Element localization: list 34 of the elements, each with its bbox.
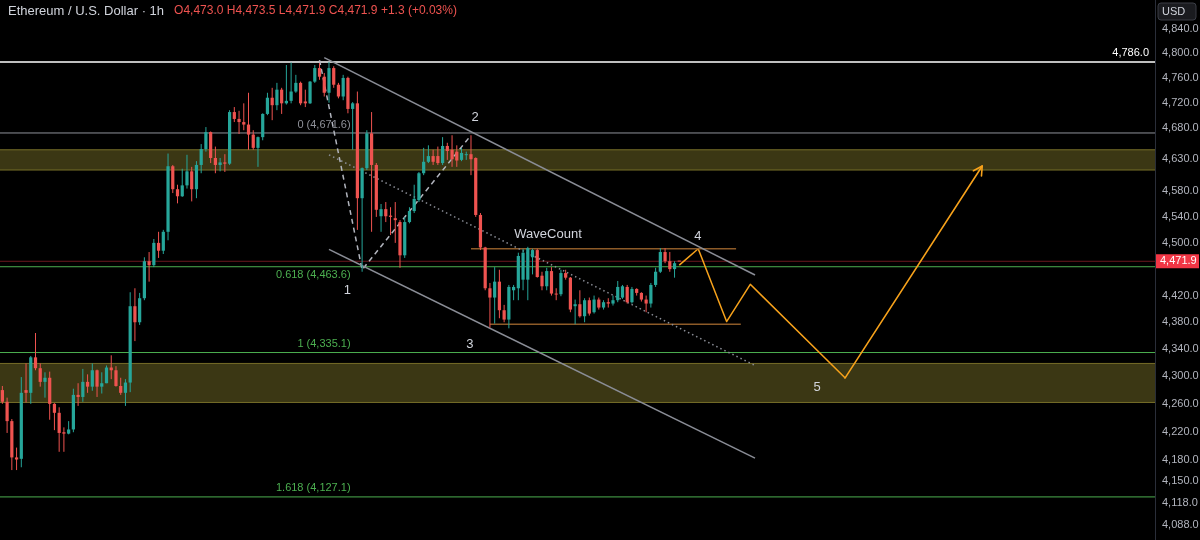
y-tick-label: 4,760.0 [1162,70,1199,83]
y-tick-label: 4,630.0 [1162,152,1199,165]
annotation: 2 [471,108,479,124]
y-tick-label: 4,500.0 [1162,235,1199,248]
annotation: 1 [343,282,351,298]
annotation: 4 [694,227,702,243]
y-tick-label: 4,840.0 [1162,22,1199,35]
y-tick-label: 4,680.0 [1162,120,1199,133]
annotation: 5 [813,378,821,394]
y-tick-label: 4,420.0 [1162,288,1199,301]
ref-line-label: 1 (4,335.1) [297,337,351,350]
ref-line-label: 0 (4,671.6) [297,117,351,130]
chart-title: Ethereum / U.S. Dollar · 1h [8,2,165,18]
y-tick-label: 4,720.0 [1162,95,1199,108]
y-tick-label: 4,340.0 [1162,342,1199,355]
y-tick-label: 4,300.0 [1162,369,1199,382]
y-tick-label: 4,580.0 [1162,184,1199,197]
y-tick-label: 4,260.0 [1162,396,1199,409]
annotation: WaveCount [514,225,583,241]
ref-line-label: 1.618 (4,127.1) [275,481,351,494]
y-tick-label: 4,150.0 [1162,473,1199,486]
y-tick-label: 4,180.0 [1162,452,1199,465]
y-tick-label: 4,088.0 [1162,517,1199,530]
chart-subtitle: O4,473.0 H4,473.5 L4,471.9 C4,471.9 +1.3 (+0.03%) [174,3,457,18]
y-axis-title: USD [1162,5,1186,18]
ref-line-label: 0.618 (4,463.6) [275,268,351,281]
ref-line-label: 4,786.0 [1112,46,1149,59]
y-tick-label: 4,118.0 [1162,496,1198,509]
y-tick-label: 4,800.0 [1162,46,1199,59]
annotation: 3 [466,335,474,351]
y-tick-label: 4,380.0 [1162,315,1199,328]
ref-line-label: 4,471.9 [1160,254,1197,267]
y-tick-label: 4,540.0 [1162,209,1199,222]
y-tick-label: 4,220.0 [1162,424,1199,437]
